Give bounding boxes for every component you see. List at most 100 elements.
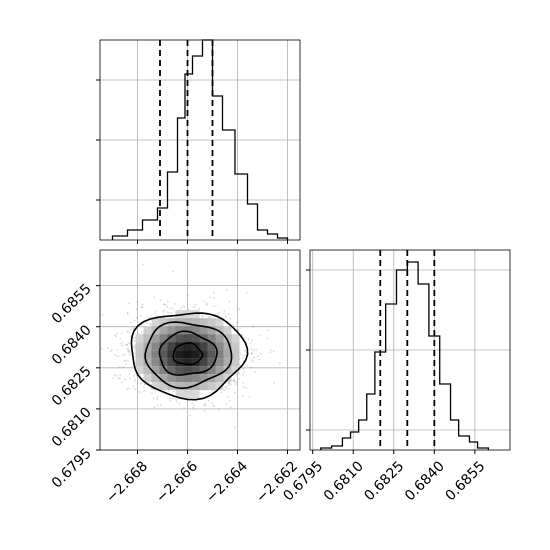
scatter-point xyxy=(126,388,128,391)
scatter-point xyxy=(220,391,222,394)
scatter-point xyxy=(143,386,146,389)
scatter-point xyxy=(120,332,123,335)
scatter-point xyxy=(205,303,208,306)
density-cell xyxy=(143,358,152,367)
hist-param-1-histogram xyxy=(111,39,289,240)
density-cell xyxy=(223,342,232,351)
scatter-point xyxy=(140,306,143,308)
density-cell xyxy=(183,326,192,335)
density-cell xyxy=(215,318,224,327)
scatter-point xyxy=(97,358,99,360)
scatter-point xyxy=(172,270,174,273)
scatter-point xyxy=(238,308,241,311)
density-cell xyxy=(191,310,200,319)
density-cell xyxy=(215,342,224,351)
hist-param-1-panel xyxy=(96,39,301,241)
density-cell xyxy=(223,350,232,359)
hist-param-1-frame xyxy=(99,39,301,241)
scatter-point xyxy=(234,426,236,429)
density-cell xyxy=(135,358,144,367)
scatter-point xyxy=(208,391,211,394)
scatter-point xyxy=(201,314,204,317)
scatter-point xyxy=(107,346,109,349)
density-cell xyxy=(183,318,192,327)
scatter-point xyxy=(120,381,123,384)
density-cell xyxy=(175,390,184,399)
scatter-point xyxy=(193,306,195,308)
scatter-point xyxy=(243,386,245,388)
scatter-point xyxy=(156,398,159,401)
scatter-point xyxy=(167,390,170,392)
scatter-point xyxy=(128,373,131,375)
scatter-point xyxy=(229,406,232,409)
scatter-point xyxy=(133,319,136,322)
scatter-point xyxy=(252,326,255,328)
scatter-point xyxy=(134,388,137,390)
scatter-point xyxy=(136,301,139,303)
scatter-point xyxy=(225,403,228,405)
hist-param-2-xtick-label-1: 0.6810 xyxy=(321,458,367,504)
scatter-point xyxy=(127,387,130,390)
scatter-point xyxy=(172,307,174,310)
scatter-point xyxy=(140,382,142,385)
scatter-2d-ytick-label-3: 0.6840 xyxy=(49,322,95,368)
scatter-point xyxy=(224,315,227,318)
scatter-point xyxy=(100,348,103,350)
density-cell xyxy=(135,366,144,375)
scatter-point xyxy=(250,348,253,351)
scatter-point xyxy=(166,300,169,303)
scatter-point xyxy=(139,315,142,317)
scatter-point xyxy=(223,388,226,391)
density-cell xyxy=(159,374,168,383)
scatter-point xyxy=(233,380,236,382)
scatter-2d-ytick-label-0: 0.6795 xyxy=(49,446,95,492)
scatter-point xyxy=(189,414,192,417)
density-cell xyxy=(199,318,208,327)
density-cell xyxy=(167,358,176,367)
scatter-point xyxy=(119,338,122,340)
scatter-point xyxy=(204,402,207,405)
scatter-point xyxy=(175,398,178,401)
scatter-point xyxy=(260,352,262,355)
scatter-point xyxy=(266,329,269,331)
density-cell xyxy=(143,326,152,335)
density-cell xyxy=(207,326,216,335)
density-cell xyxy=(151,366,160,375)
scatter-2d-xtick-label-2: −2.664 xyxy=(203,458,251,506)
scatter-point xyxy=(166,305,168,308)
scatter-point xyxy=(126,347,129,350)
scatter-point xyxy=(243,354,246,357)
scatter-point xyxy=(162,313,165,316)
density-cell xyxy=(151,382,160,391)
density-cell xyxy=(191,382,200,391)
scatter-point xyxy=(225,289,228,291)
scatter-point xyxy=(180,307,183,309)
scatter-point xyxy=(211,401,213,404)
density-cell xyxy=(175,334,184,343)
scatter-point xyxy=(171,397,174,400)
scatter-point xyxy=(250,352,253,355)
density-cell xyxy=(143,374,152,383)
density-cell xyxy=(199,342,208,351)
scatter-point xyxy=(141,306,144,308)
density-cell xyxy=(207,382,216,391)
density-cell xyxy=(191,358,200,367)
scatter-point xyxy=(124,378,126,381)
density-cell xyxy=(199,382,208,391)
density-cell xyxy=(191,350,200,359)
density-cell xyxy=(183,390,192,399)
scatter-point xyxy=(163,303,166,306)
scatter-point xyxy=(126,330,129,333)
hist-param-2-xtick-label-2: 0.6825 xyxy=(361,458,407,504)
scatter-point xyxy=(121,354,124,357)
scatter-point xyxy=(254,370,256,373)
scatter-point xyxy=(252,349,255,352)
scatter-point xyxy=(124,343,127,346)
scatter-point xyxy=(128,351,131,354)
hist-param-2-xtick-label-4: 0.6855 xyxy=(443,458,489,504)
scatter-point xyxy=(228,382,231,385)
density-cell xyxy=(215,358,224,367)
contour-level-0 xyxy=(172,341,204,366)
scatter-point xyxy=(118,377,121,380)
scatter-point xyxy=(159,403,162,406)
